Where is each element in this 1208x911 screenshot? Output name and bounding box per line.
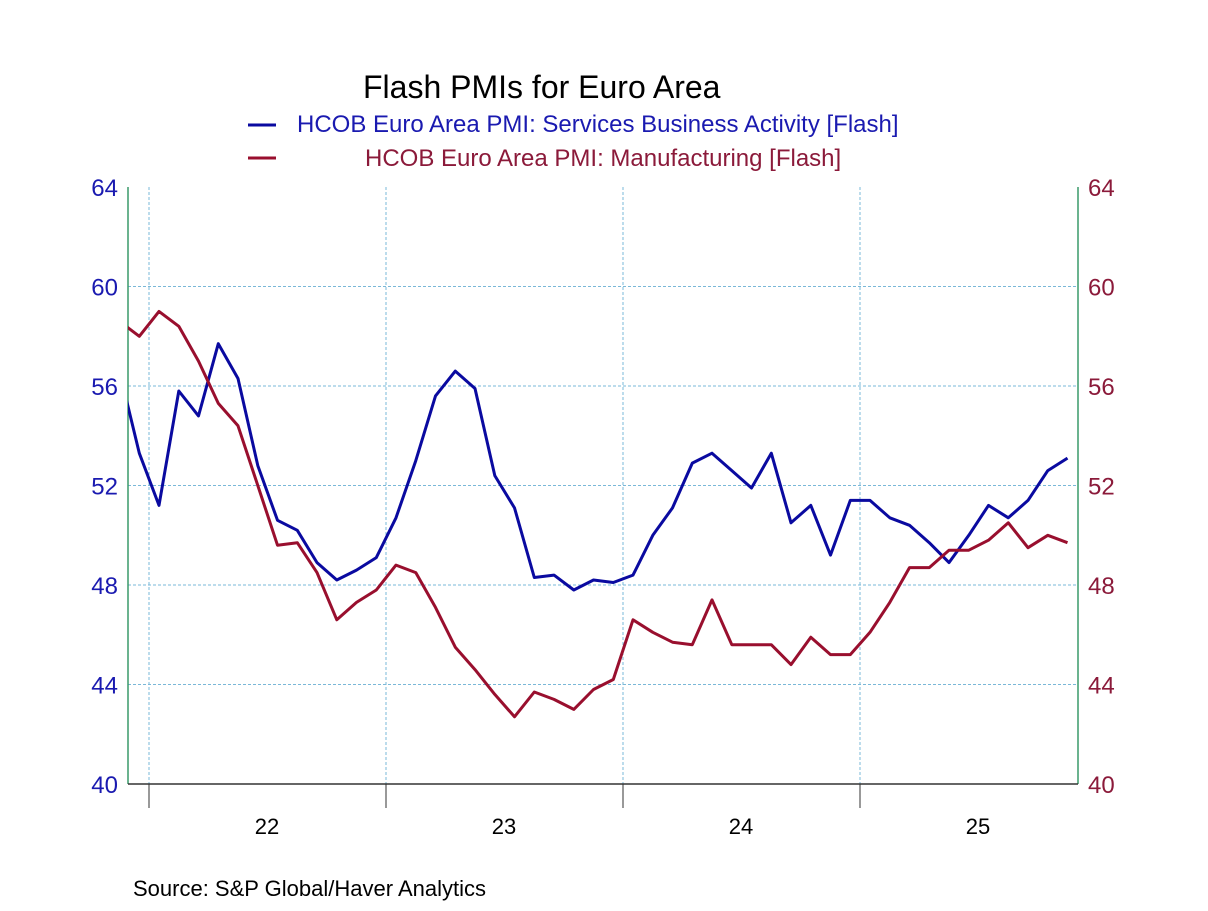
y-tick-label-right: 56: [1088, 374, 1115, 401]
y-tick-label-left: 40: [91, 772, 118, 799]
legend: HCOB Euro Area PMI: Services Business Ac…: [248, 111, 899, 172]
y-tick-label-left: 44: [91, 673, 118, 700]
axes: 40 40 44 44 48 48 52 52 56 56 60 60 64 64 22 23 24 25: [91, 175, 1114, 839]
grid: [128, 187, 1078, 784]
legend-label-services: HCOB Euro Area PMI: Services Business Ac…: [297, 111, 899, 138]
y-tick-label-left: 64: [91, 175, 118, 202]
y-tick-label-right: 60: [1088, 275, 1115, 302]
y-tick-label-left: 48: [91, 573, 118, 600]
y-tick-label-right: 64: [1088, 175, 1115, 202]
y-tick-label-left: 52: [91, 474, 118, 501]
y-tick-label-right: 44: [1088, 673, 1115, 700]
y-tick-label-right: 40: [1088, 772, 1115, 799]
x-tick-label: 22: [255, 814, 279, 839]
x-tick-label: 24: [729, 814, 753, 839]
x-tick-label: 25: [966, 814, 990, 839]
x-tick-label: 23: [492, 814, 516, 839]
series-line-manufacturing: [128, 309, 1069, 719]
y-tick-label-left: 56: [91, 374, 118, 401]
series-lines: [128, 309, 1069, 719]
y-tick-label-left: 60: [91, 275, 118, 302]
source-note: Source: S&P Global/Haver Analytics: [133, 876, 486, 901]
y-tick-label-right: 52: [1088, 474, 1115, 501]
series-line-services: [128, 342, 1069, 592]
legend-label-manufacturing: HCOB Euro Area PMI: Manufacturing [Flash…: [365, 145, 841, 172]
chart-title: Flash PMIs for Euro Area: [363, 69, 721, 105]
y-tick-label-right: 48: [1088, 573, 1115, 600]
